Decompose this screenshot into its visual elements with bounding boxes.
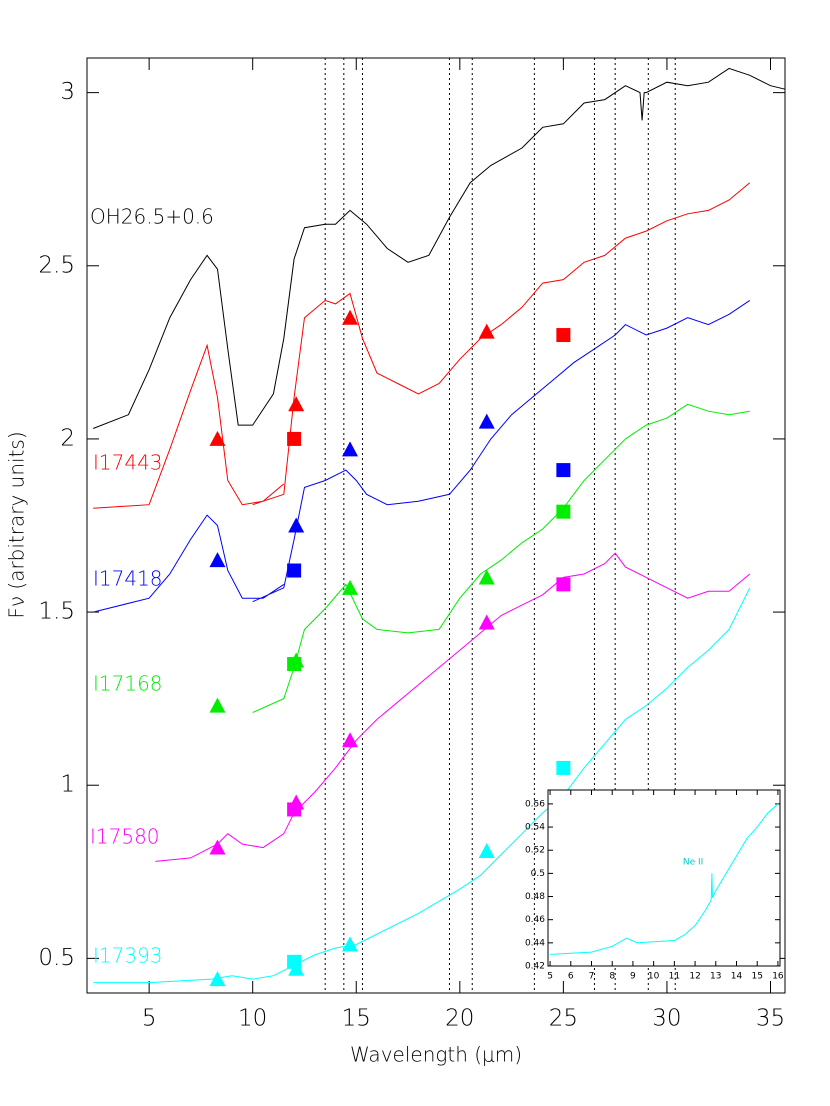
triangle-marker [342, 441, 359, 457]
y-tick-label: 0.52 [525, 846, 545, 856]
square-marker [287, 563, 302, 578]
plot-frame [547, 789, 781, 967]
series-label: OH26.5+0.6 [90, 205, 214, 229]
square-marker [556, 504, 571, 519]
triangle-marker [342, 936, 359, 952]
triangle-marker [288, 517, 305, 533]
y-axis-label: Fν (arbitrary units) [5, 431, 29, 618]
x-tick-label: 15 [342, 1006, 371, 1032]
x-tick-label: 25 [549, 1006, 578, 1032]
triangle-marker [478, 323, 495, 339]
triangle-marker [209, 430, 226, 446]
series-label: I17393 [93, 944, 163, 968]
y-tick-label: 0.5 [38, 945, 75, 971]
x-tick-label: 8 [609, 972, 615, 982]
spectrum [252, 403, 750, 713]
spectrum [93, 299, 751, 613]
x-tick-label: 20 [445, 1006, 474, 1032]
x-tick-label: 7 [589, 972, 595, 982]
y-tick-label: 2.5 [38, 252, 75, 278]
triangle-marker [288, 396, 305, 412]
spectrum [550, 803, 779, 955]
y-tick-label: 0.5 [531, 869, 545, 879]
square-marker [287, 431, 302, 446]
series-label: I17580 [90, 825, 160, 849]
y-tick-label: 0.48 [525, 892, 545, 902]
square-marker [287, 657, 302, 672]
x-axis-label: Wavelength (μm) [350, 1043, 522, 1067]
triangle-marker [478, 614, 495, 630]
series-label: I17168 [93, 672, 163, 696]
x-tick-label: 11 [669, 972, 680, 982]
x-tick-label: 13 [710, 972, 721, 982]
triangle-marker [478, 843, 495, 859]
triangle-marker [209, 697, 226, 713]
square-marker [556, 760, 571, 775]
x-tick-label: 5 [547, 972, 553, 982]
y-tick-label: 1.5 [38, 599, 75, 625]
triangle-marker [209, 971, 226, 987]
spectrum [93, 67, 786, 429]
spectrum [93, 587, 751, 984]
y-tick-label: 2 [60, 425, 75, 451]
x-tick-label: 5 [142, 1006, 157, 1032]
y-tick-label: 0.42 [525, 962, 545, 972]
x-tick-label: 35 [756, 1006, 785, 1032]
square-marker [287, 802, 302, 817]
x-tick-label: 10 [648, 972, 660, 982]
y-tick-label: 0.46 [525, 915, 545, 925]
spectrum [155, 552, 751, 862]
x-tick-label: 14 [731, 972, 743, 982]
y-tick-label: 0.44 [525, 938, 545, 948]
triangle-marker [478, 569, 495, 585]
y-tick-label: 1 [60, 772, 75, 798]
x-tick-label: 9 [630, 972, 636, 982]
triangle-marker [478, 413, 495, 429]
y-tick-label: 0.56 [525, 799, 545, 809]
x-tick-label: 12 [689, 972, 700, 982]
square-marker [556, 328, 571, 343]
y-tick-label: 3 [60, 79, 75, 105]
y-tick-label: 0.54 [525, 823, 545, 833]
series-label: I17418 [93, 567, 163, 591]
square-marker [556, 463, 571, 478]
x-tick-label: 6 [568, 972, 574, 982]
series-label: I17443 [93, 451, 163, 475]
x-tick-label: 15 [751, 972, 762, 982]
x-tick-label: 10 [238, 1006, 267, 1032]
square-marker [287, 954, 302, 969]
x-tick-label: 16 [772, 972, 784, 982]
triangle-marker [342, 579, 359, 595]
triangle-marker [342, 309, 359, 325]
triangle-marker [342, 732, 359, 748]
triangle-marker [209, 839, 226, 855]
triangle-marker [209, 552, 226, 568]
annotation: Ne II [683, 857, 703, 867]
square-marker [556, 577, 571, 592]
x-tick-label: 30 [652, 1006, 681, 1032]
